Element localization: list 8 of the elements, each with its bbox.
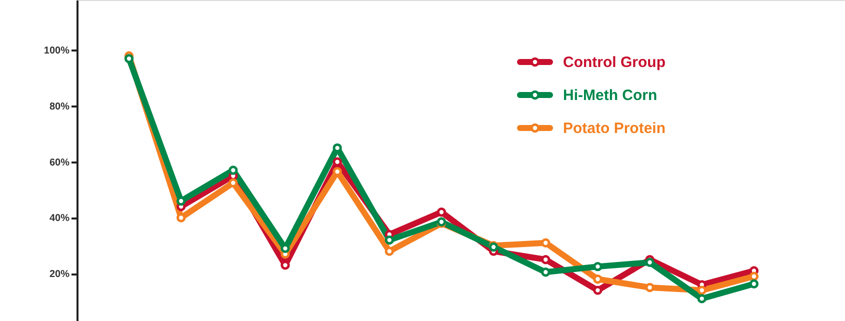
y-tick-label: 60% xyxy=(49,157,70,168)
legend-label: Hi-Meth Corn xyxy=(563,87,658,104)
y-tick-label: 40% xyxy=(49,213,70,224)
legend-label: Potato Protein xyxy=(563,120,666,137)
y-tick-label: 80% xyxy=(49,102,70,113)
legend-label: Control Group xyxy=(563,54,666,71)
y-tick-label: 100% xyxy=(44,46,70,57)
y-tick-label: 20% xyxy=(49,269,70,280)
